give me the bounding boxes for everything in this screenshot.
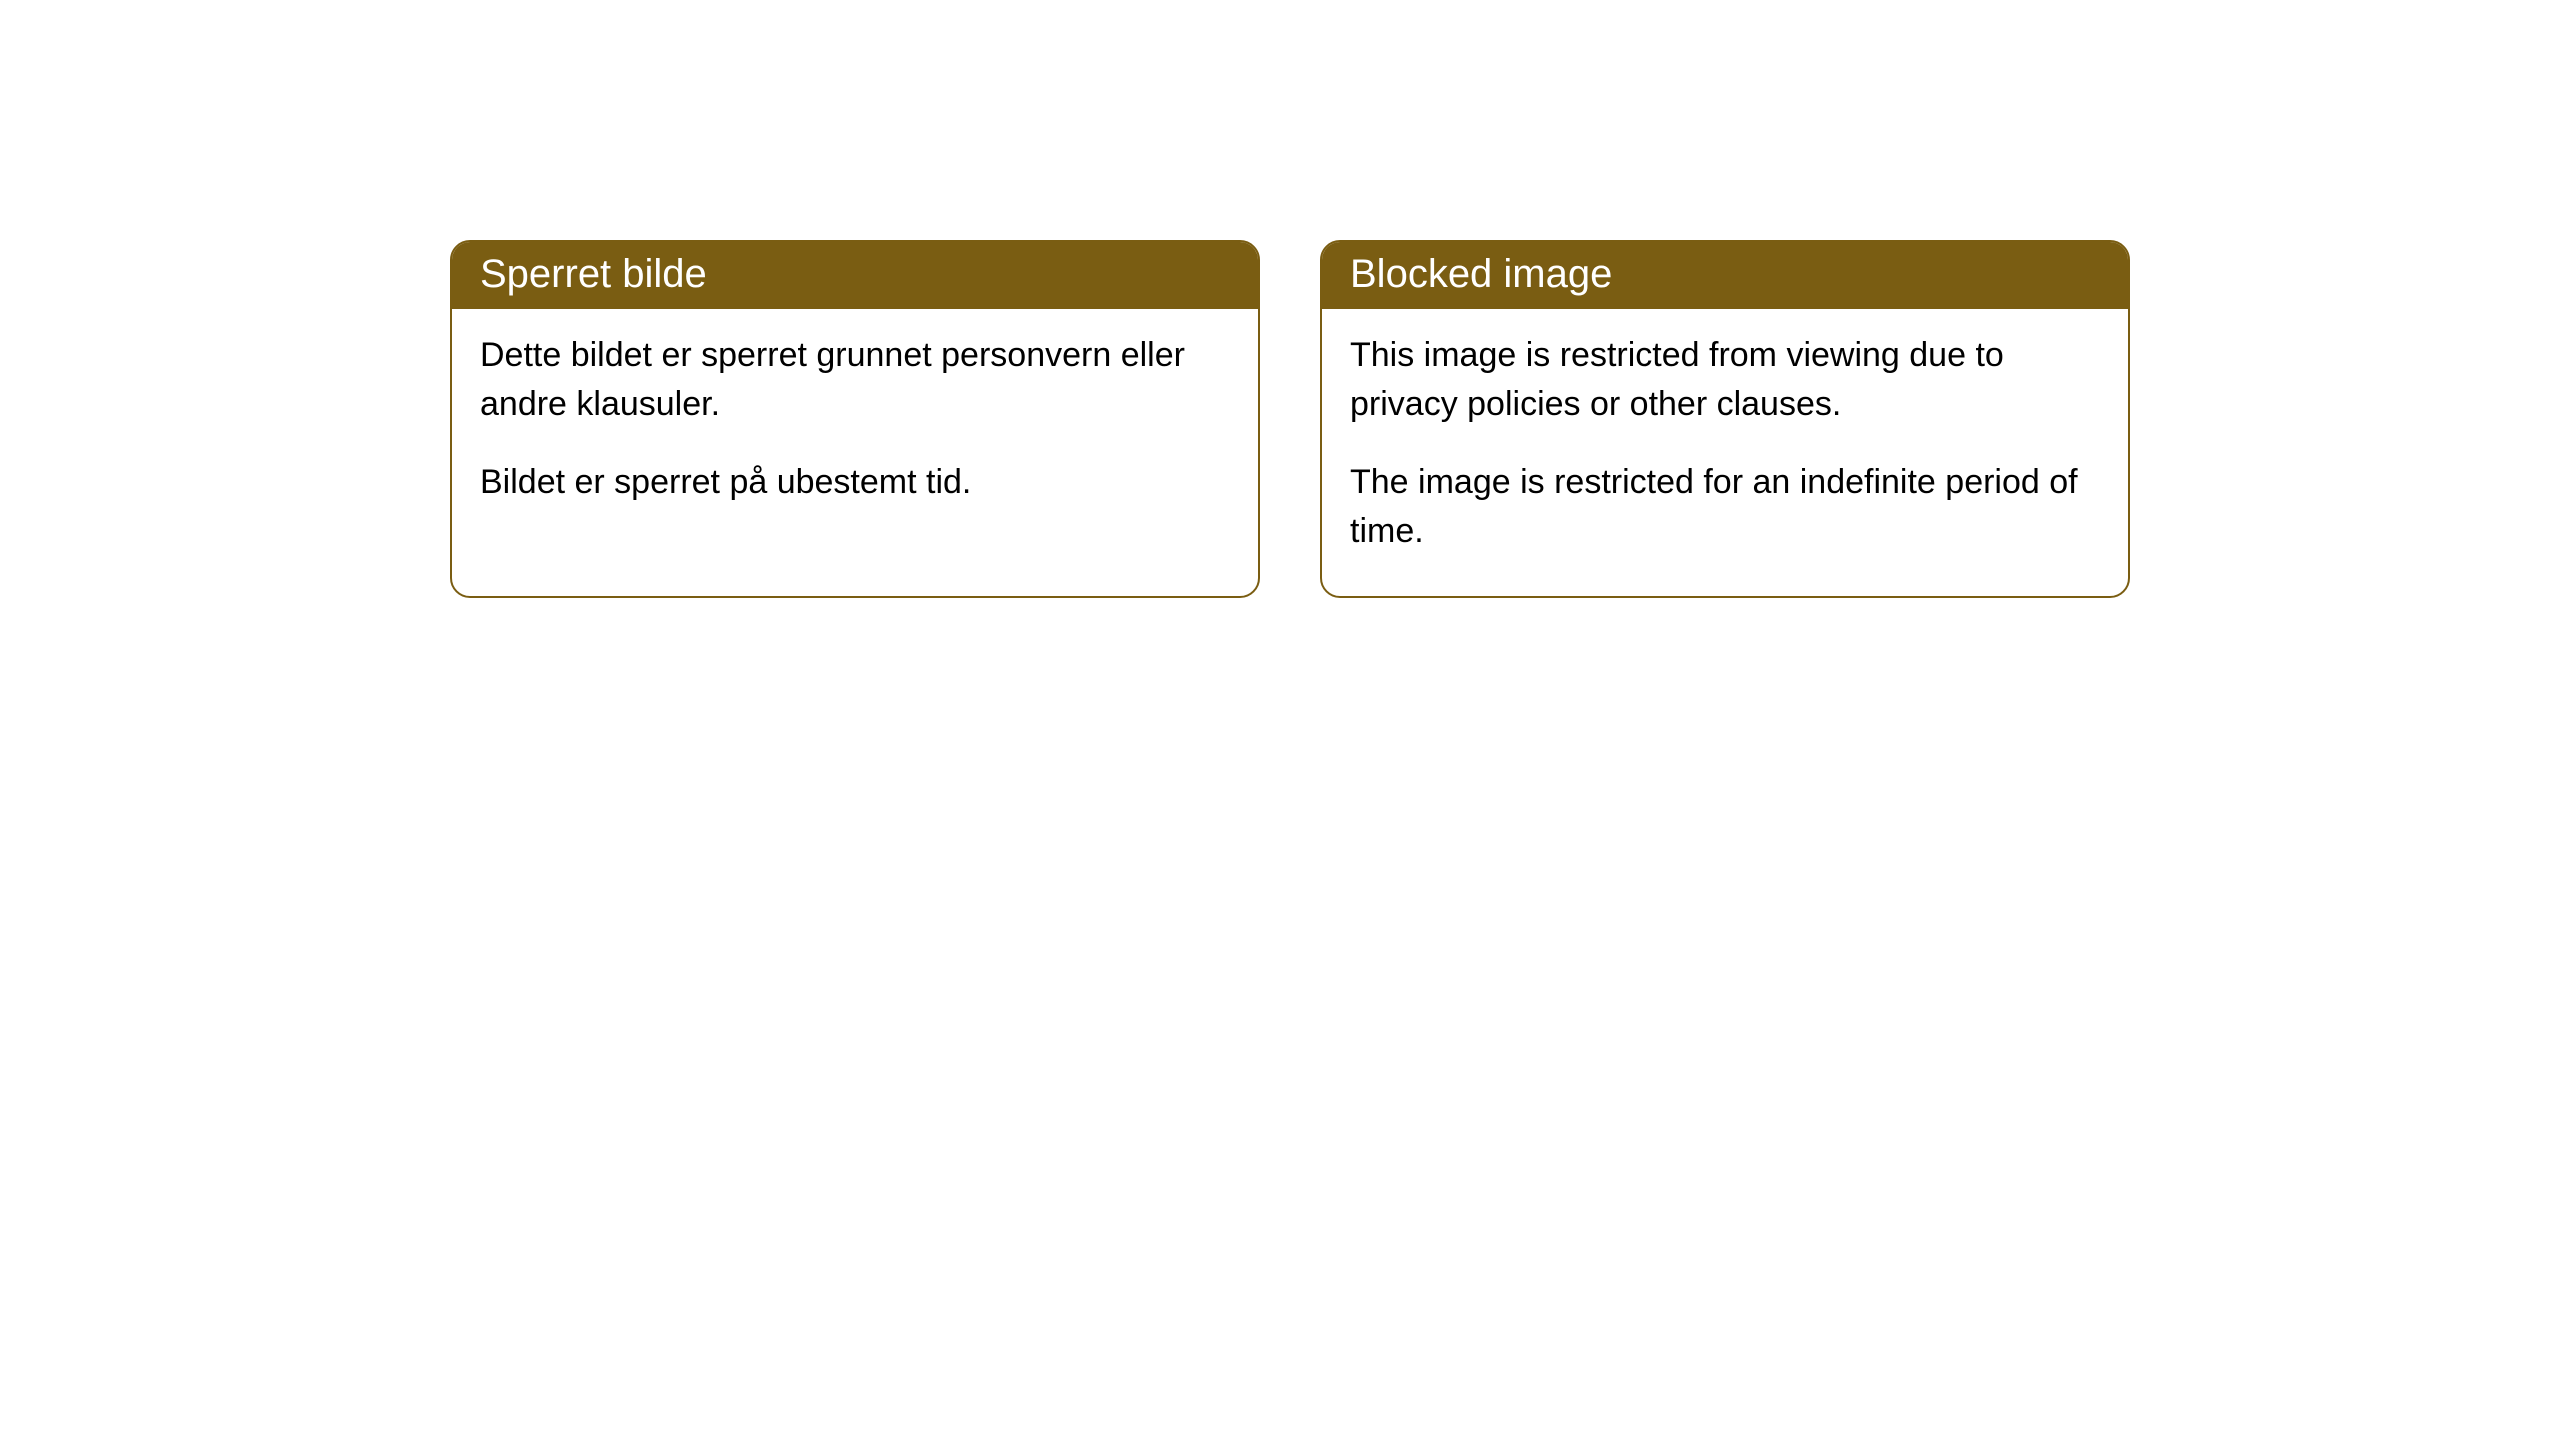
card-norwegian: Sperret bilde Dette bildet er sperret gr…: [450, 240, 1260, 598]
card-english: Blocked image This image is restricted f…: [1320, 240, 2130, 598]
card-text-english-1: This image is restricted from viewing du…: [1350, 331, 2100, 430]
cards-container: Sperret bilde Dette bildet er sperret gr…: [450, 240, 2130, 598]
card-body-norwegian: Dette bildet er sperret grunnet personve…: [452, 309, 1258, 547]
card-text-english-2: The image is restricted for an indefinit…: [1350, 458, 2100, 557]
card-text-norwegian-1: Dette bildet er sperret grunnet personve…: [480, 331, 1230, 430]
card-body-english: This image is restricted from viewing du…: [1322, 309, 2128, 596]
card-header-norwegian: Sperret bilde: [452, 242, 1258, 309]
card-text-norwegian-2: Bildet er sperret på ubestemt tid.: [480, 458, 1230, 507]
card-header-english: Blocked image: [1322, 242, 2128, 309]
